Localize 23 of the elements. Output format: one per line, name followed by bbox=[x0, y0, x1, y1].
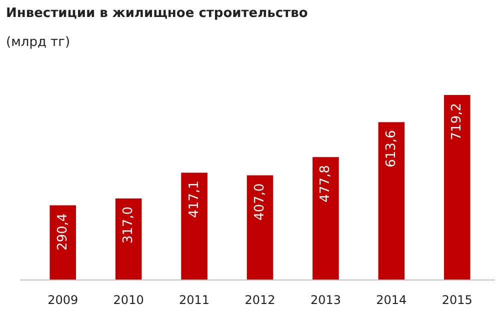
data-label: 290,4 bbox=[55, 213, 70, 251]
data-label: 417,1 bbox=[186, 180, 202, 218]
x-tick-label: 2010 bbox=[113, 293, 144, 307]
bar bbox=[50, 205, 76, 280]
x-tick-label: 2011 bbox=[179, 293, 210, 307]
bar bbox=[378, 122, 405, 280]
bar bbox=[246, 175, 274, 280]
bar bbox=[181, 172, 208, 280]
data-label: 719,2 bbox=[450, 103, 465, 140]
chart-title: Инвестиции в жилищное строительство bbox=[6, 6, 308, 21]
data-label: 407,0 bbox=[252, 183, 268, 221]
x-tick-label: 2014 bbox=[376, 293, 407, 307]
x-tick-label: 2015 bbox=[442, 293, 472, 307]
x-tick-label: 2009 bbox=[48, 293, 78, 307]
data-label: 317,0 bbox=[121, 206, 136, 244]
bar bbox=[444, 95, 470, 280]
data-label: 477,8 bbox=[318, 165, 334, 202]
data-label: 613,6 bbox=[384, 130, 399, 168]
x-tick-label: 2012 bbox=[244, 293, 276, 307]
bar bbox=[312, 157, 339, 280]
chart-subtitle: (млрд тг) bbox=[6, 35, 70, 50]
bar bbox=[115, 198, 142, 280]
x-tick-label: 2013 bbox=[310, 293, 341, 307]
